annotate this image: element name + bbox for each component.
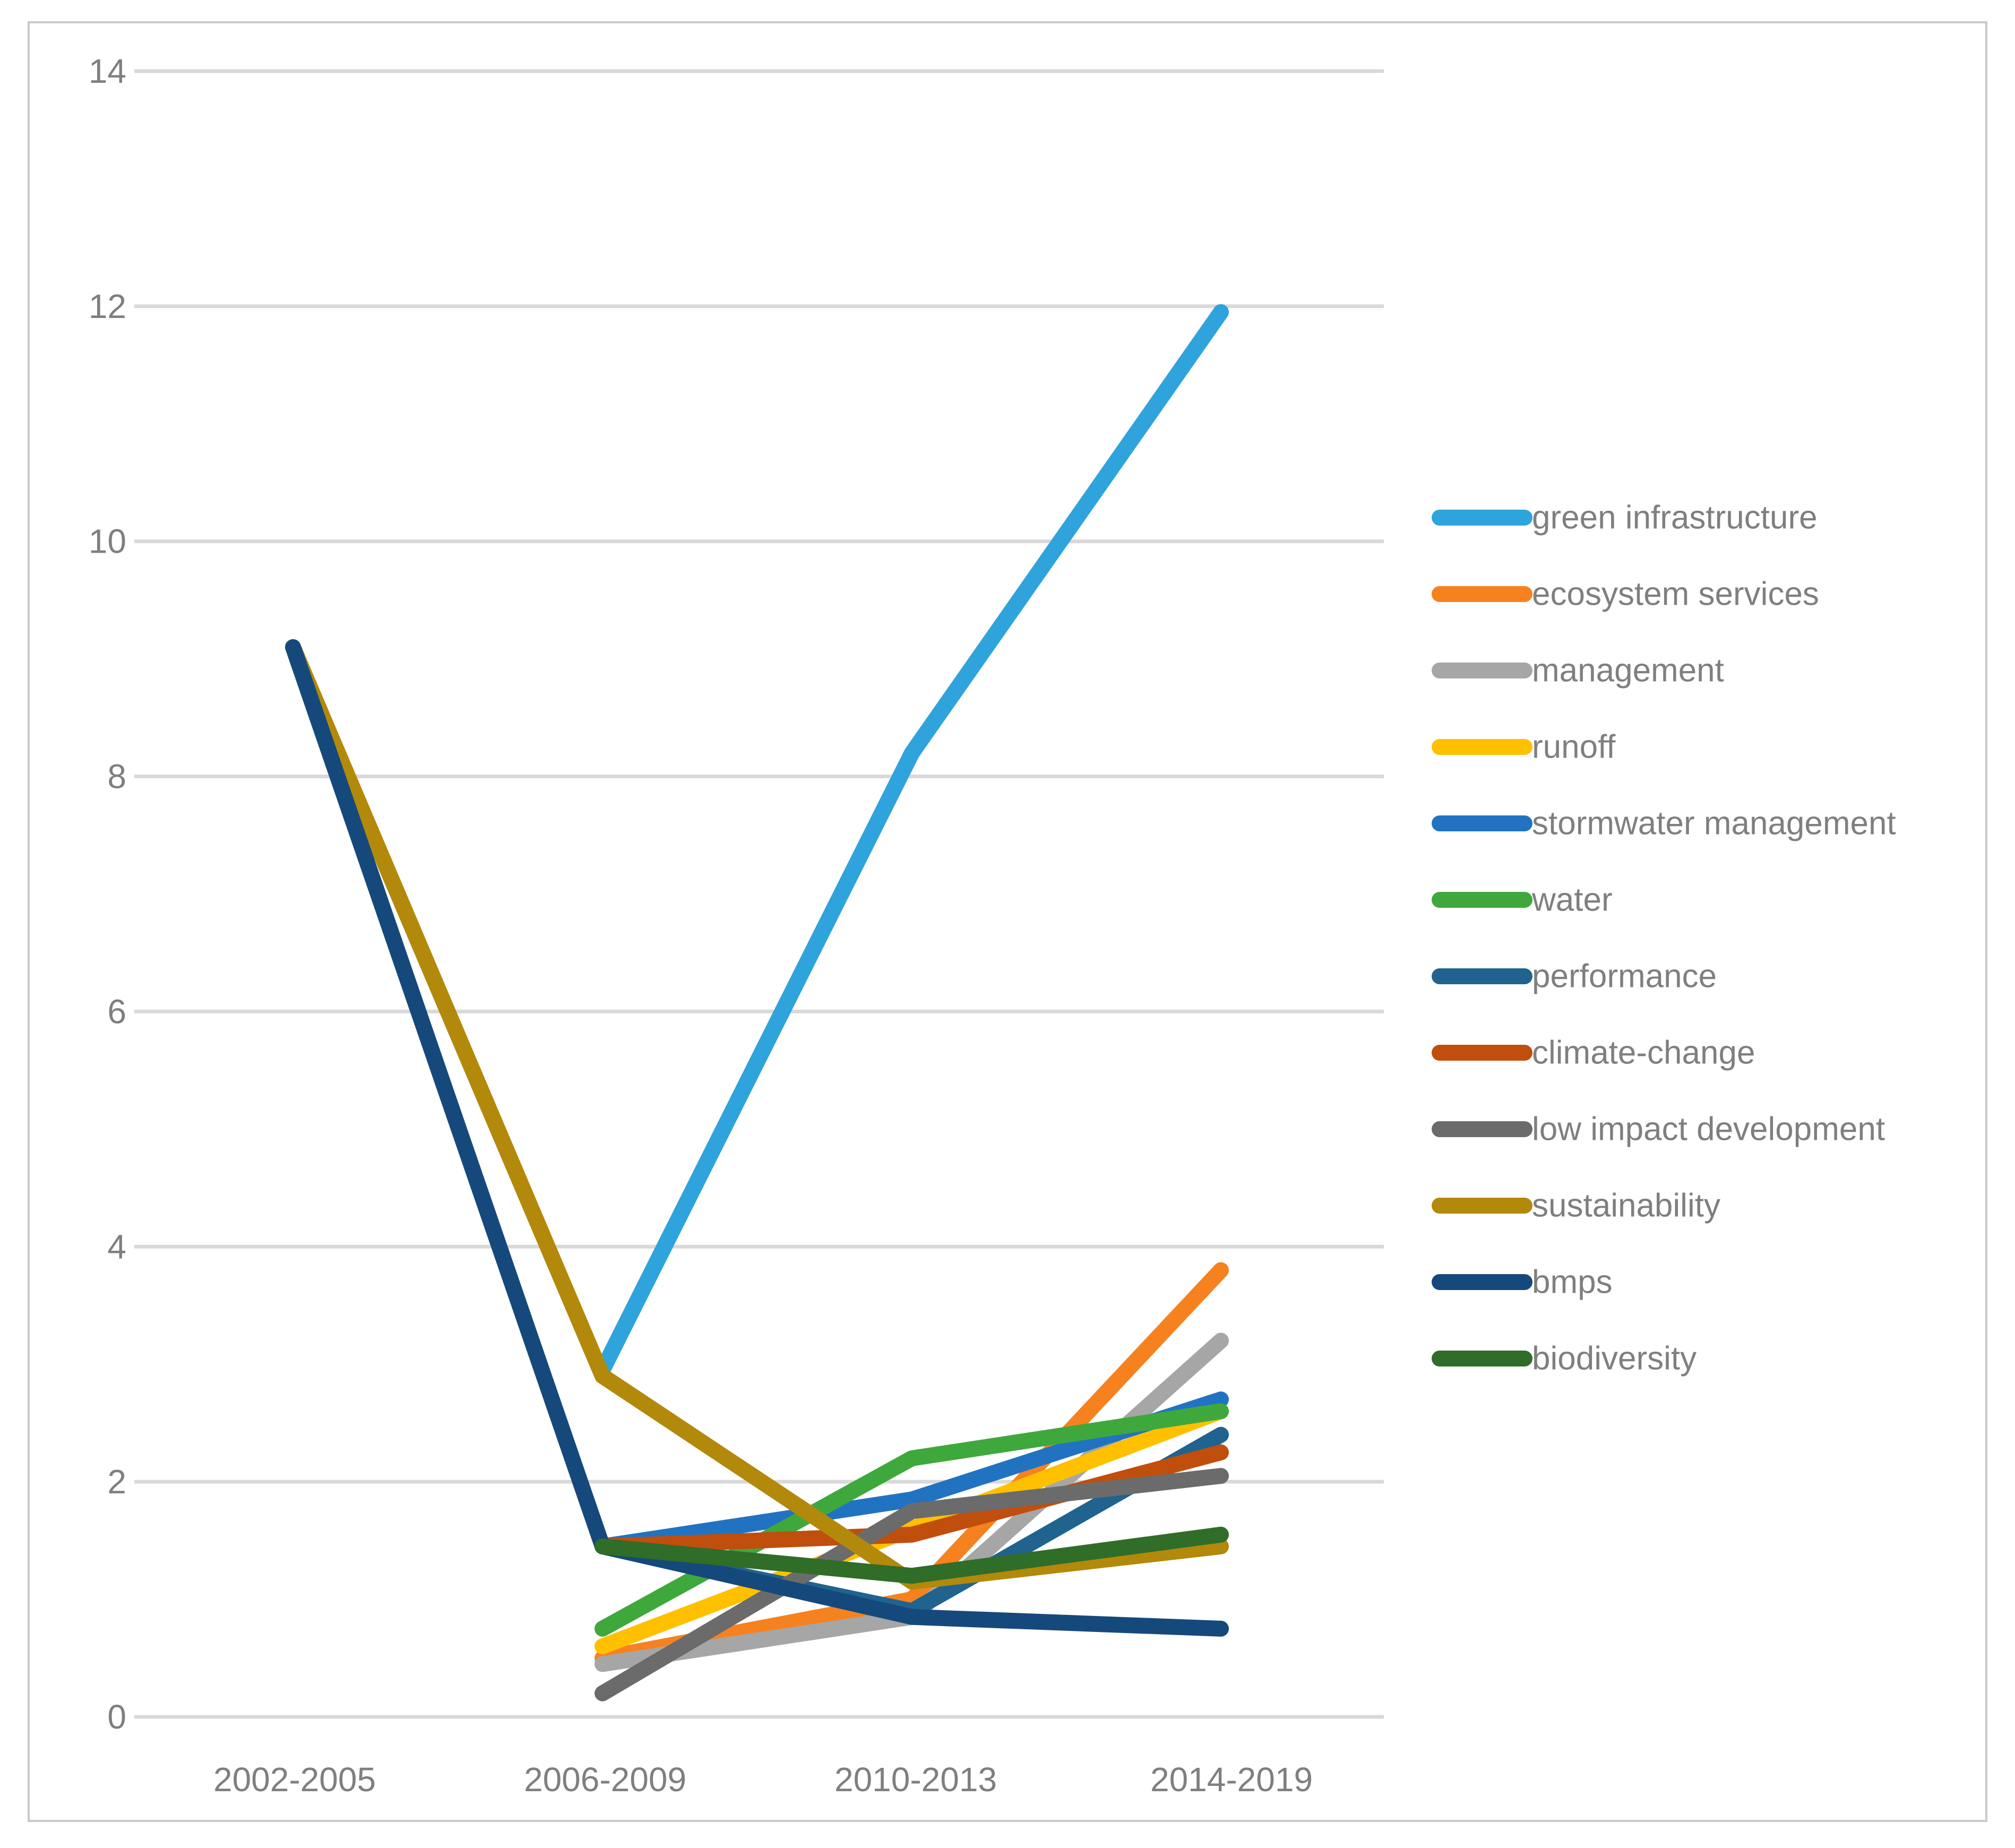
legend-item[interactable]: biodiversity [1432,1340,1697,1377]
y-axis-tick-labels: 0 2 4 6 8 10 12 14 [89,52,126,1736]
series-lines [285,304,1229,1701]
y-tick-label: 12 [89,287,126,325]
y-tick-label: 2 [107,1463,126,1501]
legend-item[interactable]: stormwater management [1432,805,1896,842]
y-tick-label: 6 [107,992,126,1030]
x-tick-label: 2010-2013 [834,1760,997,1799]
legend-label: runoff [1532,729,1616,766]
legend-item[interactable]: green infrastructure [1432,500,1818,536]
legend-label: low impact development [1532,1111,1885,1148]
chart-border [28,21,1987,1822]
y-tick-label: 10 [89,522,126,561]
series-line-biodiversity [595,1526,1229,1584]
series-line-sustainability [285,639,1229,1590]
y-tick-label: 0 [107,1698,126,1736]
legend-label: performance [1532,958,1717,995]
legend-label: management [1532,652,1724,689]
legend-label: biodiversity [1532,1340,1697,1377]
legend-item[interactable]: climate-change [1432,1035,1755,1071]
legend-item[interactable]: sustainability [1432,1188,1720,1224]
legend-item[interactable]: runoff [1432,729,1616,766]
x-axis-tick-labels: 2002-2005 2006-2009 2010-2013 2014-2019 [213,1760,1313,1799]
legend-label: water [1531,882,1613,918]
legend-item[interactable]: bmps [1432,1264,1613,1301]
legend-label: ecosystem services [1532,576,1819,613]
x-tick-label: 2014-2019 [1150,1760,1313,1799]
legend-item[interactable]: water [1432,882,1613,918]
series-line-green-infrastructure [595,304,1229,1378]
legend-label: bmps [1532,1264,1613,1301]
y-tick-label: 4 [107,1227,126,1266]
series-line-low-impact-development [595,1468,1229,1701]
y-tick-label: 8 [107,758,126,796]
legend-label: stormwater management [1532,805,1896,842]
legend-item[interactable]: management [1432,652,1724,689]
x-tick-label: 2002-2005 [213,1760,376,1799]
gridlines [134,69,1384,1719]
legend-label: sustainability [1532,1188,1720,1224]
legend-item[interactable]: low impact development [1432,1111,1885,1148]
y-tick-label: 14 [89,52,126,90]
x-tick-label: 2006-2009 [524,1760,686,1799]
legend-item[interactable]: performance [1432,958,1717,995]
series-line-bmps [285,639,1229,1637]
legend-label: green infrastructure [1532,500,1818,536]
legend: green infrastructure ecosystem services ma… [1432,500,1896,1377]
legend-item[interactable]: ecosystem services [1432,576,1819,613]
legend-label: climate-change [1532,1035,1755,1071]
